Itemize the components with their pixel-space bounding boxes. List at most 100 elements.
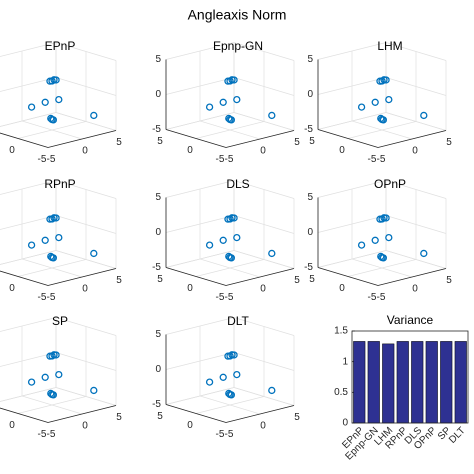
point <box>377 252 385 261</box>
grid-line <box>195 326 265 414</box>
point <box>47 114 55 123</box>
point <box>41 373 49 381</box>
grid-line <box>0 77 117 96</box>
grid-line <box>165 59 227 148</box>
point <box>420 249 428 258</box>
grid-line <box>21 189 83 278</box>
grid-line <box>225 60 295 148</box>
grid-line <box>17 51 87 139</box>
grid-line <box>199 51 261 140</box>
axis-box <box>0 268 117 286</box>
grid-line <box>165 215 295 234</box>
grid-line <box>21 51 83 140</box>
point <box>55 233 63 242</box>
panel-title: EPnP <box>45 39 76 53</box>
bar <box>440 341 453 424</box>
z-tick-label: 5 <box>307 192 313 203</box>
point <box>46 77 54 85</box>
x-tick-label: 0 <box>260 421 266 432</box>
grid-line <box>199 189 261 278</box>
axis-box <box>351 330 469 424</box>
point <box>205 103 214 111</box>
point <box>27 241 36 249</box>
y-tick-label: -5 <box>216 154 225 165</box>
grid-line <box>165 250 295 269</box>
point <box>55 370 63 379</box>
x-tick-label: 0 <box>82 421 88 432</box>
grid-line <box>317 250 447 269</box>
y-tick-label: 1.5 <box>334 326 348 337</box>
bar-title: Variance <box>387 313 434 327</box>
x-tick-label: 0 <box>412 284 418 295</box>
point <box>46 215 54 223</box>
grid-line <box>317 42 447 61</box>
y-tick-label: -5 <box>38 429 47 440</box>
y-tick-label: 0 <box>187 145 193 156</box>
grid-line <box>317 112 447 131</box>
grid-line <box>0 42 117 61</box>
point <box>233 233 241 242</box>
axis-box <box>0 405 117 423</box>
x-tick-label: 5 <box>116 412 122 423</box>
grid-line <box>199 326 261 415</box>
grid-line <box>317 180 447 199</box>
z-tick-label: -5 <box>304 124 313 135</box>
x-tick-label: 5 <box>446 137 452 148</box>
grid-line <box>0 132 49 148</box>
panel-title: OPnP <box>374 177 406 191</box>
grid-line <box>47 198 117 286</box>
grid-line <box>0 407 49 423</box>
grid-line <box>165 112 295 131</box>
point <box>90 111 98 120</box>
panel-title: DLT <box>227 314 249 328</box>
grid-line <box>0 42 57 127</box>
point <box>27 378 36 386</box>
y-tick-label: 5 <box>157 274 163 285</box>
x-tick-label: 0 <box>82 146 88 157</box>
z-tick-label: -5 <box>152 399 161 410</box>
x-tick-label: -5 <box>377 154 386 165</box>
y-tick-label: 5 <box>309 136 315 147</box>
point <box>376 215 384 223</box>
x-tick-label: 5 <box>116 137 122 148</box>
y-tick-label: 5 <box>157 411 163 422</box>
point <box>376 77 384 85</box>
x-tick-label: -5 <box>47 292 56 303</box>
axis-box <box>165 334 295 423</box>
point <box>385 95 393 104</box>
point <box>225 252 233 261</box>
x-tick-label: -5 <box>47 154 56 165</box>
grid-line <box>225 198 295 286</box>
x-tick-label: -5 <box>377 292 386 303</box>
grid-line <box>195 51 265 139</box>
point <box>205 241 214 249</box>
y-tick-label: 0.5 <box>334 387 348 398</box>
y-tick-label: -5 <box>38 292 47 303</box>
z-tick-label: 0 <box>307 227 313 238</box>
y-tick-label: -5 <box>368 292 377 303</box>
point <box>205 378 214 386</box>
z-tick-label: 5 <box>155 329 161 340</box>
grid-line <box>165 352 295 371</box>
point <box>219 373 227 381</box>
x-tick-label: 5 <box>294 275 300 286</box>
point <box>224 77 232 85</box>
point <box>225 389 233 398</box>
y-tick-label: 0 <box>187 420 193 431</box>
grid-line <box>195 189 265 277</box>
point <box>90 249 98 258</box>
grid-line <box>0 180 117 199</box>
point <box>420 111 428 120</box>
point <box>371 236 379 244</box>
grid-line <box>17 189 87 277</box>
panel-title: Epnp-GN <box>213 39 263 53</box>
y-tick-label: 0 <box>9 145 15 156</box>
panel-title: DLS <box>226 177 249 191</box>
axis-box <box>165 59 295 148</box>
grid-line <box>347 51 417 139</box>
grid-line <box>165 334 227 423</box>
z-tick-label: 5 <box>155 192 161 203</box>
grid-line <box>0 317 57 402</box>
y-tick-label: -5 <box>38 154 47 165</box>
